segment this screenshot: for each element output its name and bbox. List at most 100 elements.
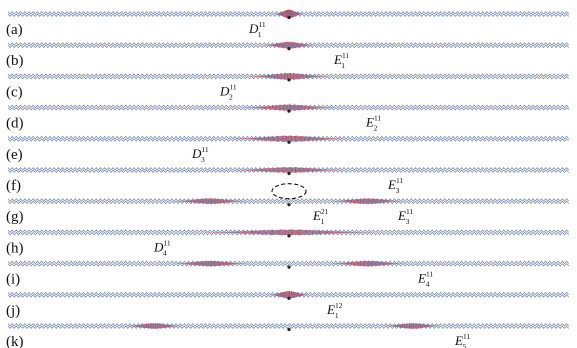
mode-label: E11 2 [365, 114, 381, 133]
mode-label-secondary-sub: 3 [406, 217, 410, 226]
lattice-chain [7, 42, 569, 46]
panel-i: (i) E11 4 [6, 260, 569, 289]
panel-label: (k) [6, 334, 24, 348]
mode-label-sub: 3 [201, 155, 205, 164]
mode-label-sub: 1 [258, 30, 262, 39]
mode-label-sub: 5 [463, 342, 467, 348]
excitation-peak [126, 323, 183, 329]
lattice-chain [7, 107, 569, 111]
panel-b: (b) E11 1 [6, 41, 569, 70]
lattice-chain [7, 167, 569, 171]
lattice-chain [7, 323, 569, 327]
mode-label-sub: 4 [426, 280, 430, 289]
panel-d: (d) E11 2 [6, 104, 569, 133]
panel-e: (e) D11 3 [6, 135, 569, 164]
mode-label-letter: E [365, 115, 374, 130]
mode-label-sup: 11 [342, 51, 349, 60]
mode-label-letter: E [333, 52, 342, 67]
lattice-chain [7, 75, 569, 80]
panel-label: (d) [6, 116, 24, 132]
mode-label-sup: 11 [463, 332, 470, 341]
mode-label-letter: E [454, 333, 463, 348]
lattice-chain [7, 11, 569, 15]
mode-label: E11 5 [454, 332, 470, 348]
panel-k: (k) E11 5 [6, 323, 569, 348]
panel-label: (b) [6, 53, 24, 69]
panel-label: (f) [6, 178, 21, 194]
mode-label: E12 1 [326, 301, 343, 320]
center-marker [287, 47, 291, 51]
mode-label-sup: 11 [163, 238, 170, 247]
panel-f: (f) E11 3 [6, 167, 569, 195]
mode-label-sup: 11 [374, 114, 381, 123]
panel-j: (j) E12 1 [6, 290, 569, 320]
mode-label-sup: 11 [229, 82, 236, 91]
lattice-chain [7, 260, 569, 265]
center-marker [287, 171, 291, 176]
mode-label-letter: E [387, 177, 396, 192]
mode-label: D11 2 [219, 82, 237, 101]
excitation-peak [331, 260, 405, 267]
panel-a: (a) D11 1 [6, 9, 569, 39]
lattice-chain [7, 138, 569, 142]
mode-label-sup: 11 [396, 176, 403, 185]
panel-label: (h) [6, 240, 24, 256]
lattice-chain [7, 198, 569, 202]
lattice-chain [7, 135, 569, 140]
panel-h: (h) D11 4 [6, 229, 569, 257]
mode-label-sub: 1 [335, 311, 339, 320]
center-marker [287, 296, 291, 300]
mode-label-sup: 12 [335, 301, 343, 310]
mode-label: D11 3 [191, 145, 209, 164]
center-marker [287, 78, 291, 82]
lattice-chain [7, 229, 569, 233]
mode-label-letter: D [153, 239, 164, 254]
center-marker [287, 265, 291, 269]
lattice-chain [7, 169, 569, 173]
mode-label: E11 4 [417, 270, 433, 289]
mode-label-sup: 11 [258, 20, 265, 29]
panel-label: (e) [6, 147, 23, 163]
excitation-peak [173, 260, 247, 267]
mode-label: E11 3 [387, 176, 403, 195]
excitation-peak [331, 198, 405, 205]
center-marker [287, 234, 291, 238]
highlight-ellipse [271, 183, 307, 200]
excitation-peak [173, 198, 247, 205]
mode-label-sup: 11 [201, 145, 208, 154]
panel-label: (c) [6, 84, 23, 100]
center-marker [287, 15, 291, 20]
panel-c: (c) D11 2 [6, 72, 569, 101]
mode-label-secondary-letter: E [397, 208, 406, 223]
mode-label: E11 1 [333, 51, 349, 70]
excitation-peak [384, 323, 441, 329]
mode-label-sub: 3 [396, 186, 400, 195]
lattice-chain [7, 325, 569, 329]
mode-label-secondary: E11 3 [397, 207, 413, 226]
mode-label-letter: D [248, 21, 259, 36]
mode-label-sub: 2 [374, 124, 378, 133]
lattice-chain [7, 104, 569, 109]
panel-label: (g) [6, 209, 24, 225]
panel-label: (j) [6, 303, 20, 319]
mode-label-sup: 21 [321, 207, 329, 216]
mode-label: D11 4 [153, 238, 171, 257]
panel-g: (g) E21 1 E11 3 [6, 183, 569, 226]
center-marker [287, 203, 291, 207]
mode-label: D11 1 [248, 20, 266, 39]
mode-label-letter: E [312, 208, 321, 223]
panel-label: (a) [6, 22, 23, 38]
lattice-chain [7, 73, 569, 77]
lattice-chain [7, 231, 569, 236]
lattice-chain [7, 291, 569, 296]
mode-label-letter: E [326, 302, 335, 317]
lattice-chain [7, 44, 569, 49]
center-marker [287, 140, 291, 144]
panel-label: (i) [6, 272, 20, 288]
mode-label-sub: 4 [163, 248, 167, 257]
lattice-chain [7, 263, 569, 267]
mode-label-letter: E [417, 271, 426, 286]
mode-label-secondary-sup: 11 [406, 207, 413, 216]
lattice-chain [7, 294, 569, 298]
